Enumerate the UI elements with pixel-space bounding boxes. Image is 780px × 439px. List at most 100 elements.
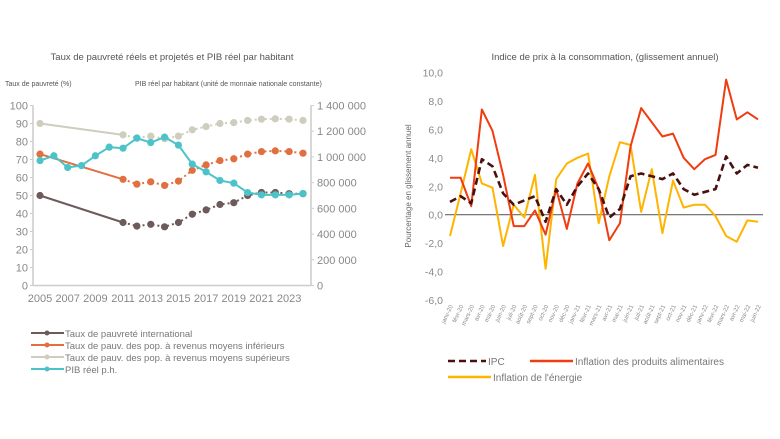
data-point: [188, 166, 196, 174]
data-point: [285, 147, 293, 156]
data-point: [119, 144, 127, 152]
y-tick-label: 8,0: [428, 96, 443, 108]
data-point: [64, 163, 72, 172]
y-tick-label: 2,0: [428, 181, 443, 193]
data-point: [230, 155, 238, 163]
x-tick-label: 2007: [55, 293, 79, 305]
legend-swatch-marker: [44, 330, 50, 336]
left-chart: Taux de pauvreté réels et projetés et PI…: [5, 52, 366, 376]
y-tick-label: -6,0: [425, 295, 443, 307]
data-point: [91, 152, 99, 160]
left-y-tick-label: 60: [16, 173, 28, 185]
data-point: [216, 200, 224, 209]
legend-label: Inflation de l'énergie: [493, 373, 583, 384]
data-point: [271, 191, 279, 199]
left-y-tick-label: 30: [16, 227, 28, 239]
data-point: [174, 218, 183, 227]
left-y-tick-label: 50: [16, 191, 28, 203]
data-point: [50, 152, 58, 160]
legend-label: PIB réel p.h.: [65, 365, 117, 376]
right-y-axis-title: PIB réel par habitant (unité de monnaie …: [135, 81, 322, 88]
data-point: [133, 180, 141, 188]
data-point: [147, 132, 155, 140]
x-tick-label: 2013: [138, 293, 162, 305]
right-y-tick-label: 800 000: [317, 178, 357, 190]
series-line-actual: [39, 194, 124, 224]
data-point: [230, 199, 238, 207]
data-point: [147, 178, 155, 186]
data-point: [216, 176, 224, 185]
data-point: [285, 191, 293, 199]
legend-label: Taux de pauv. des pop. à revenus moyens …: [65, 353, 290, 364]
data-point: [257, 147, 266, 156]
data-point: [174, 132, 183, 140]
right-y-tick-label: 400 000: [317, 229, 357, 241]
y-tick-label: -4,0: [425, 267, 443, 279]
data-point: [299, 116, 307, 125]
y-tick-label: 6,0: [428, 124, 443, 136]
right-y-tick-label: 1 200 000: [317, 126, 366, 138]
data-point: [160, 181, 169, 190]
x-tick-label: 2015: [166, 293, 190, 305]
series-line-energy: [449, 141, 759, 270]
legend-swatch-marker: [44, 342, 50, 348]
data-point: [174, 141, 183, 149]
data-point: [230, 179, 238, 187]
right-y-tick-label: 200 000: [317, 255, 357, 267]
legend-swatch-marker: [44, 354, 50, 360]
data-point: [216, 119, 224, 128]
y-tick-label: -2,0: [425, 238, 443, 250]
legend-label: Taux de pauv. des pop. à revenus moyens …: [65, 341, 285, 352]
data-point: [202, 122, 210, 131]
series-line-food: [450, 78, 759, 242]
legend-swatch-marker: [44, 366, 50, 372]
data-point: [119, 131, 127, 139]
y-tick-label: 10,0: [423, 68, 444, 80]
data-point: [202, 168, 210, 176]
data-point: [230, 119, 238, 127]
data-point: [36, 191, 44, 200]
x-tick-label: 2023: [277, 293, 301, 305]
data-point: [133, 222, 141, 230]
series-line-actual: [39, 122, 124, 136]
right-y-tick-label: 0: [317, 281, 323, 293]
data-point: [257, 115, 266, 123]
data-point: [77, 161, 86, 170]
series-line-ipc: [449, 155, 759, 224]
left-y-tick-label: 20: [16, 245, 28, 257]
right-chart-title: Indice de prix à la consommation, (gliss…: [491, 52, 718, 63]
data-point: [105, 143, 113, 151]
data-point: [299, 189, 307, 198]
data-point: [285, 115, 293, 123]
data-point: [147, 220, 155, 228]
data-point: [188, 160, 196, 168]
right-y-tick-label: 600 000: [317, 203, 357, 215]
legend-label: IPC: [488, 357, 505, 368]
data-point: [244, 188, 252, 197]
x-tick-label: 2005: [28, 293, 52, 305]
left-y-tick-label: 100: [10, 101, 28, 113]
data-point: [202, 206, 210, 214]
y-tick-label: 4,0: [428, 153, 443, 165]
x-tick-label: 2019: [222, 293, 246, 305]
data-point: [36, 150, 44, 158]
data-point: [271, 147, 279, 155]
y-tick-label: 0,0: [428, 210, 443, 222]
left-y-tick-label: 70: [16, 155, 28, 167]
data-point: [188, 126, 196, 134]
data-point: [133, 134, 141, 142]
data-point: [119, 218, 127, 227]
right-y-axis-title: Pourcentage en glissement annuel: [404, 124, 413, 247]
right-y-tick-label: 1 000 000: [317, 152, 366, 164]
data-point: [147, 138, 155, 147]
left-y-tick-label: 80: [16, 137, 28, 149]
data-point: [202, 161, 210, 169]
legend-label: Inflation des produits alimentaires: [575, 357, 724, 368]
legend-label: Taux de pauvreté international: [65, 329, 192, 340]
data-point: [271, 115, 279, 123]
x-tick-label: 2021: [249, 293, 273, 305]
data-point: [244, 116, 252, 125]
left-y-tick-label: 90: [16, 119, 28, 131]
data-point: [160, 223, 169, 231]
